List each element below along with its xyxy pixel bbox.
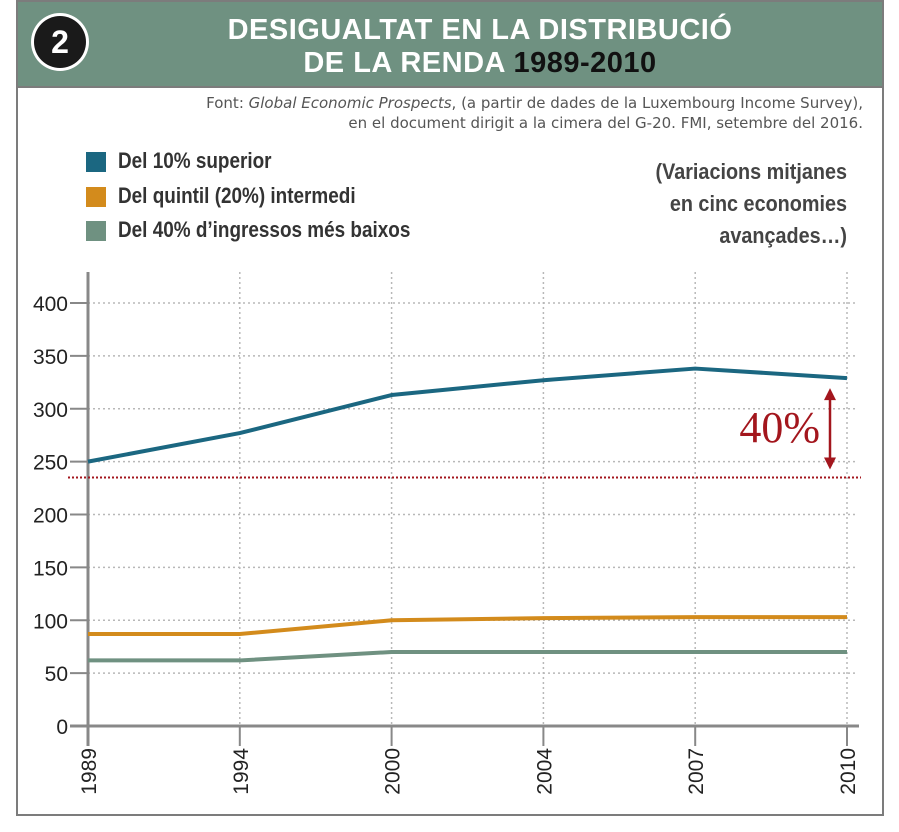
x-tick-label-2000: 2000	[382, 748, 405, 795]
note-line1: (Variacions mitjanes	[655, 159, 847, 184]
chart-title-line2: DE LA RENDA 1989-2010	[100, 47, 860, 80]
annotation-arrowhead-up	[824, 388, 836, 401]
note-line3: avançades…)	[719, 223, 847, 248]
series-line-middle-quintile	[88, 615, 847, 636]
x-tick-label-1994: 1994	[230, 748, 253, 795]
y-tick-label-200: 200	[33, 505, 68, 528]
chart-title-prefix: DE LA RENDA	[303, 47, 505, 79]
chart-title-years: 1989-2010	[513, 47, 657, 79]
y-tick-label-300: 300	[33, 399, 68, 422]
figure-frame	[16, 0, 884, 816]
chart-title-line1: DESIGUALTAT EN LA DISTRIBUCIÓ	[227, 14, 733, 46]
title-banner	[16, 0, 884, 88]
series-line-top10	[87, 366, 848, 464]
legend-swatch-top10	[86, 152, 106, 172]
annotation-label: 40%	[739, 403, 820, 452]
source-publication: Global Economic Prospects	[248, 94, 452, 112]
badge-seal-icon	[31, 13, 89, 71]
legend-swatch-bottom40	[86, 221, 106, 241]
source-prefix: Font:	[206, 94, 249, 112]
y-tick-label-50: 50	[45, 663, 68, 686]
source-line2: en el document dirigit a la cimera del G…	[348, 114, 863, 132]
badge-number: 2	[51, 24, 69, 60]
y-tick-label-0: 0	[56, 716, 68, 739]
series-line-bottom40	[88, 649, 847, 663]
legend-label-bottom40: Del 40% d’ingressos més baixos	[118, 217, 411, 242]
y-tick-label-400: 400	[33, 293, 68, 316]
legend-label-middle-quintile: Del quintil (20%) intermedi	[118, 183, 356, 208]
legend-label-top10: Del 10% superior	[118, 148, 272, 173]
y-tick-label-100: 100	[33, 610, 68, 633]
source-detail: , (a partir de dades de la Luxembourg In…	[451, 94, 863, 112]
note-line2: en cinc economies	[669, 191, 847, 216]
y-tick-label-350: 350	[33, 346, 68, 369]
y-tick-label-250: 250	[33, 452, 68, 475]
source-line1: Font: Global Economic Prospects, (a part…	[43, 94, 863, 113]
y-tick-label-150: 150	[33, 557, 68, 580]
legend-swatch-middle-quintile	[86, 187, 106, 207]
x-tick-label-2007: 2007	[685, 748, 708, 795]
number-badge: 2	[31, 13, 89, 71]
x-tick-label-2010: 2010	[837, 748, 860, 795]
x-tick-label-1989: 1989	[78, 748, 101, 795]
annotation-arrowhead-down	[824, 457, 836, 470]
x-tick-label-2004: 2004	[533, 748, 556, 795]
